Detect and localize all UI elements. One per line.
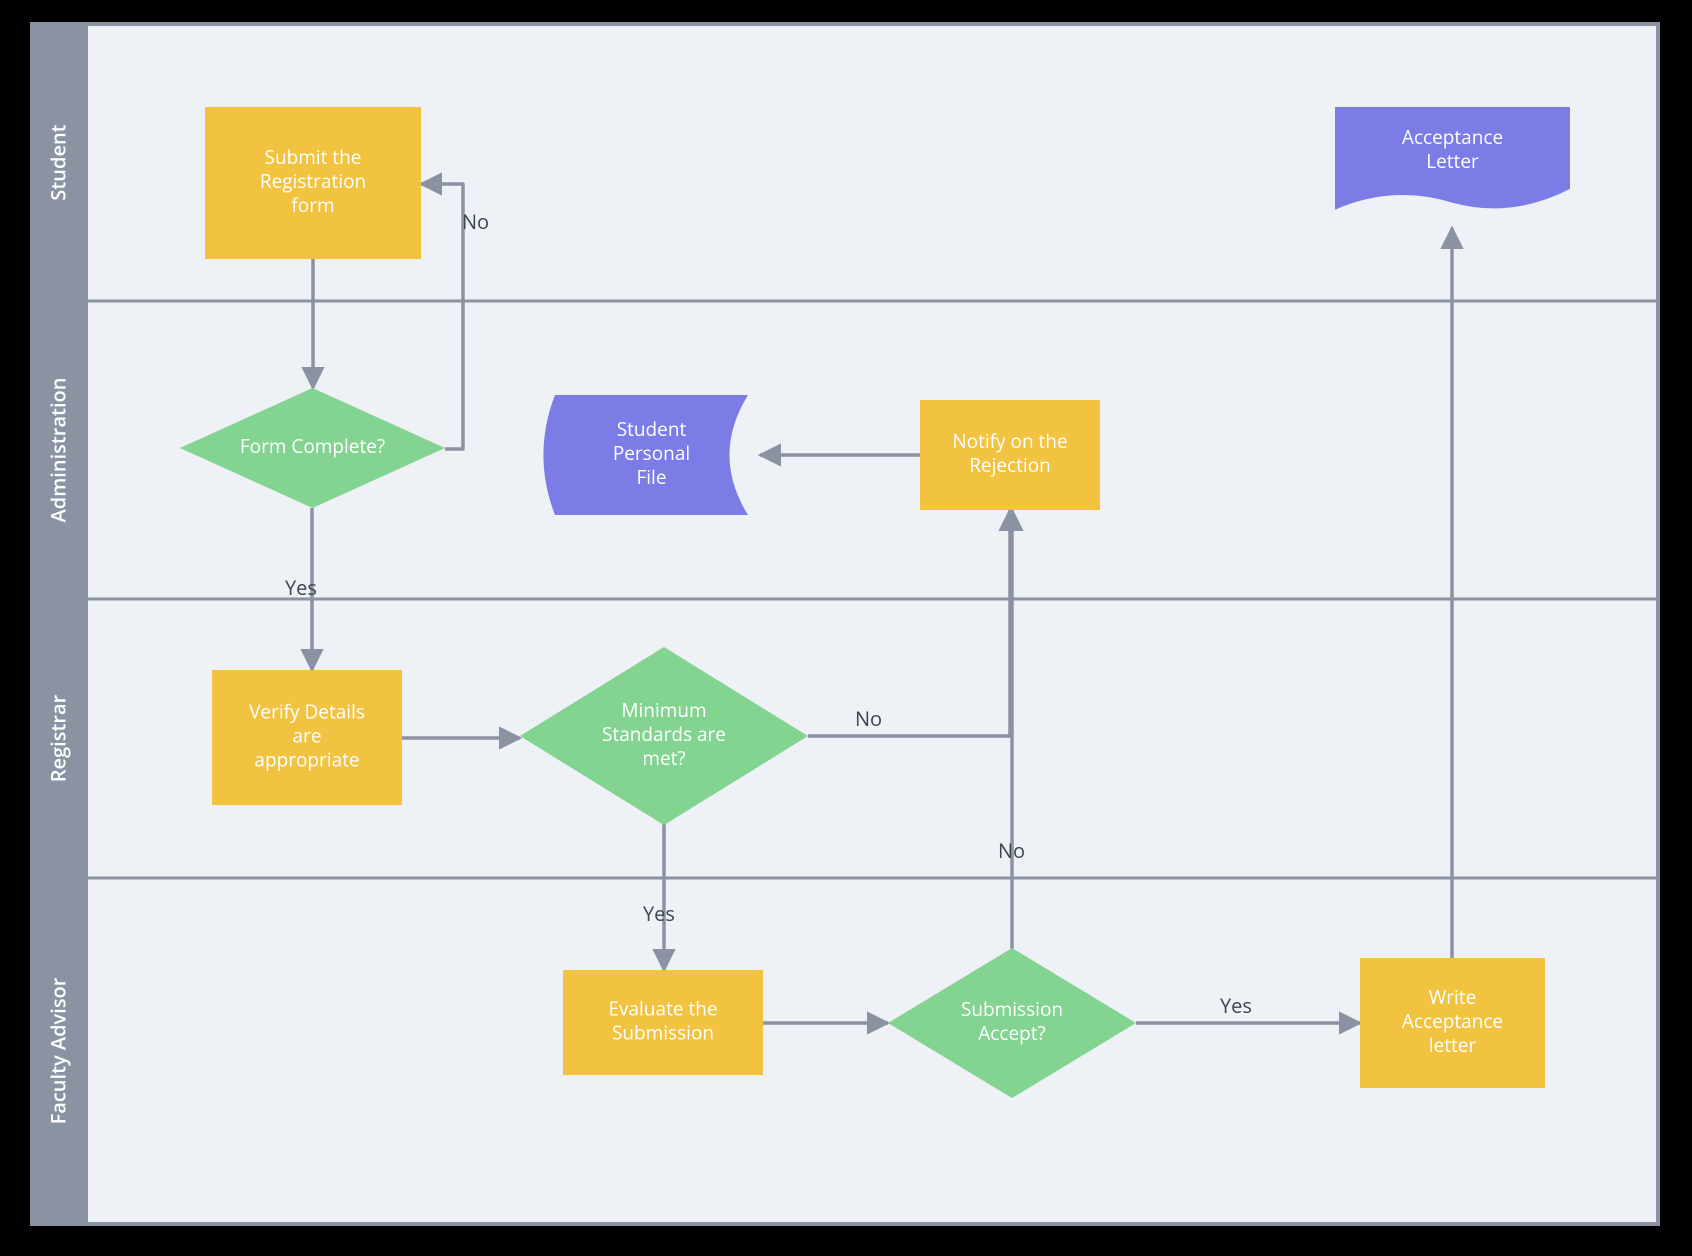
- node-verify: Verify Detailsareappropriate: [212, 670, 402, 805]
- edge-label-subAccept-writeLetter: Yes: [1220, 992, 1252, 1019]
- node-label-formComplete: Form Complete?: [240, 433, 385, 459]
- edge-label-formComplete-submit: No: [462, 208, 489, 235]
- node-notifyReject: Notify on theRejection: [920, 400, 1100, 510]
- node-studentFile: StudentPersonalFile: [543, 395, 748, 515]
- edge-label-minStd-notifyReject: No: [855, 705, 882, 732]
- node-submit: Submit theRegistrationform: [205, 107, 421, 259]
- node-label-notifyReject: Notify on theRejection: [952, 428, 1067, 478]
- edge-label-minStd-evaluate: Yes: [643, 900, 675, 927]
- edge-label-formComplete-verify: Yes: [285, 574, 317, 601]
- edge-label-subAccept-notifyReject: No: [998, 837, 1025, 864]
- lane-label-registrar: Registrar: [44, 694, 71, 782]
- lane-label-administration: Administration: [44, 378, 71, 523]
- node-acceptLetter: AcceptanceLetter: [1335, 107, 1570, 210]
- lane-label-advisor: Faculty Advisor: [44, 977, 71, 1124]
- lane-label-student: Student: [44, 124, 71, 200]
- node-label-evaluate: Evaluate theSubmission: [608, 996, 717, 1046]
- node-writeLetter: WriteAcceptanceletter: [1360, 958, 1545, 1088]
- node-evaluate: Evaluate theSubmission: [563, 970, 763, 1075]
